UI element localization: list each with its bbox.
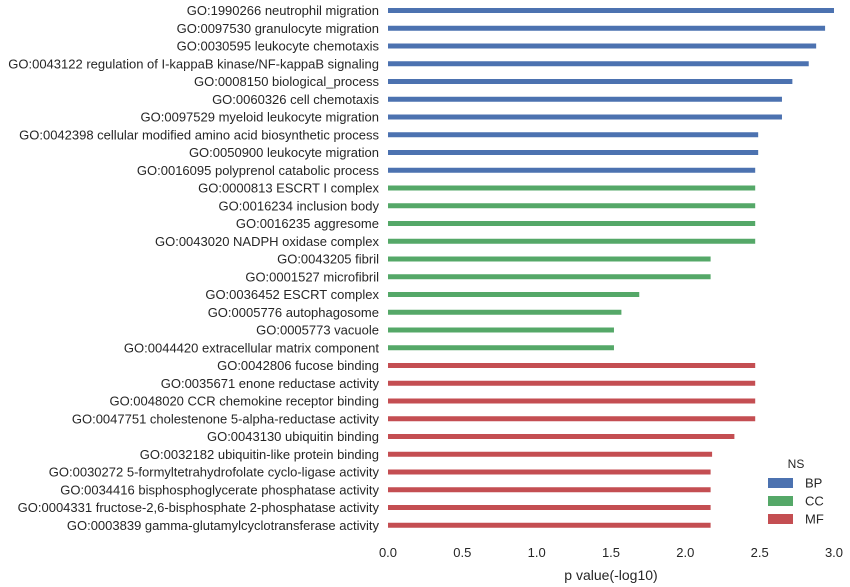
category-labels-group: GO:1990266 neutrophil migration GO:009753… xyxy=(8,3,379,533)
category-label-29: GO:0004331 fructose-2,6-bisphosphate 2-p… xyxy=(18,500,380,515)
bar-2 xyxy=(388,25,826,31)
category-label-20: GO:0044420 extracellular matrix componen… xyxy=(124,340,379,355)
x-tick-label-0.0: 0.0 xyxy=(379,545,397,560)
bar-16 xyxy=(388,274,711,280)
bar-18 xyxy=(388,309,622,315)
category-label-17: GO:0036452 ESCRT complex xyxy=(205,287,379,302)
category-label-22: GO:0035671 enone reductase activity xyxy=(161,376,380,391)
bar-25 xyxy=(388,434,735,439)
category-label-25: GO:0043130 ubiquitin binding xyxy=(207,429,379,444)
bar-3 xyxy=(388,43,817,49)
bar-30 xyxy=(388,522,711,528)
legend-title: NS xyxy=(788,457,805,471)
legend: NS BP CC MF xyxy=(768,457,824,527)
bar-11 xyxy=(388,185,756,191)
category-label-15: GO:0043205 fibril xyxy=(277,252,379,267)
legend-label-mf: MF xyxy=(805,512,824,527)
bar-29 xyxy=(388,505,711,510)
legend-label-bp: BP xyxy=(805,476,822,491)
category-label-13: GO:0016235 aggresome xyxy=(236,216,379,231)
bar-12 xyxy=(388,203,756,209)
bar-9 xyxy=(388,150,759,155)
bars-group xyxy=(388,8,834,528)
bar-6 xyxy=(388,96,782,102)
category-label-18: GO:0005776 autophagosome xyxy=(208,305,379,320)
bar-28 xyxy=(388,487,711,493)
legend-swatch-cc xyxy=(768,496,793,506)
bar-14 xyxy=(388,238,756,244)
category-label-14: GO:0043020 NADPH oxidase complex xyxy=(155,234,380,249)
category-label-27: GO:0030272 5-formyltetrahydrofolate cycl… xyxy=(49,465,380,480)
bar-23 xyxy=(388,398,756,404)
category-label-30: GO:0003839 gamma-glutamylcyclotransferas… xyxy=(67,518,380,533)
legend-items-group: BP CC MF xyxy=(768,476,824,527)
legend-swatch-mf xyxy=(768,514,793,524)
bar-5 xyxy=(388,79,793,84)
x-tick-label-3.0: 3.0 xyxy=(825,545,843,560)
category-label-19: GO:0005773 vacuole xyxy=(256,323,379,338)
category-label-23: GO:0048020 CCR chemokine receptor bindin… xyxy=(109,394,379,409)
bar-7 xyxy=(388,114,782,120)
bar-1 xyxy=(388,8,834,13)
x-tick-label-1.5: 1.5 xyxy=(602,545,620,560)
category-label-26: GO:0032182 ubiquitin-like protein bindin… xyxy=(140,447,379,462)
bar-26 xyxy=(388,451,713,457)
category-label-8: GO:0042398 cellular modified amino acid … xyxy=(19,127,379,142)
category-label-24: GO:0047751 cholestenone 5-alpha-reductas… xyxy=(72,411,380,426)
category-label-21: GO:0042806 fucose binding xyxy=(217,358,379,373)
bar-13 xyxy=(388,221,756,226)
bar-20 xyxy=(388,345,614,351)
x-tick-label-1.0: 1.0 xyxy=(528,545,546,560)
bar-15 xyxy=(388,256,711,262)
category-label-1: GO:1990266 neutrophil migration xyxy=(187,3,379,18)
bar-17 xyxy=(388,292,640,297)
category-label-10: GO:0016095 polyprenol catabolic process xyxy=(137,163,380,178)
plot-area: GO:1990266 neutrophil migration GO:009753… xyxy=(8,3,843,560)
category-label-16: GO:0001527 microfibril xyxy=(245,269,379,284)
category-label-4: GO:0043122 regulation of I-kappaB kinase… xyxy=(8,56,379,71)
category-label-5: GO:0008150 biological_process xyxy=(194,74,380,89)
x-tick-label-0.5: 0.5 xyxy=(453,545,471,560)
category-label-11: GO:0000813 ESCRT I complex xyxy=(198,181,379,196)
bar-10 xyxy=(388,167,756,173)
category-label-28: GO:0034416 bisphosphoglycerate phosphata… xyxy=(60,482,379,497)
bar-22 xyxy=(388,380,756,386)
x-tick-labels-group: 0.0 0.5 1.0 1.5 2.0 2.5 3.0 xyxy=(379,545,843,560)
x-tick-label-2.0: 2.0 xyxy=(676,545,694,560)
bar-19 xyxy=(388,327,614,333)
x-axis-title: p value(-log10) xyxy=(564,567,657,583)
category-label-3: GO:0030595 leukocyte chemotaxis xyxy=(177,39,380,54)
legend-swatch-bp xyxy=(768,478,793,488)
category-label-7: GO:0097529 myeloid leukocyte migration xyxy=(141,110,379,125)
bar-21 xyxy=(388,363,756,368)
bar-4 xyxy=(388,61,809,67)
bar-27 xyxy=(388,469,711,475)
bar-24 xyxy=(388,416,756,422)
bar-8 xyxy=(388,132,759,138)
x-tick-label-2.5: 2.5 xyxy=(751,545,769,560)
legend-label-cc: CC xyxy=(805,494,824,509)
category-label-9: GO:0050900 leukocyte migration xyxy=(189,145,379,160)
category-label-12: GO:0016234 inclusion body xyxy=(219,198,380,213)
category-label-6: GO:0060326 cell chemotaxis xyxy=(212,92,379,107)
category-label-2: GO:0097530 granulocyte migration xyxy=(177,21,379,36)
